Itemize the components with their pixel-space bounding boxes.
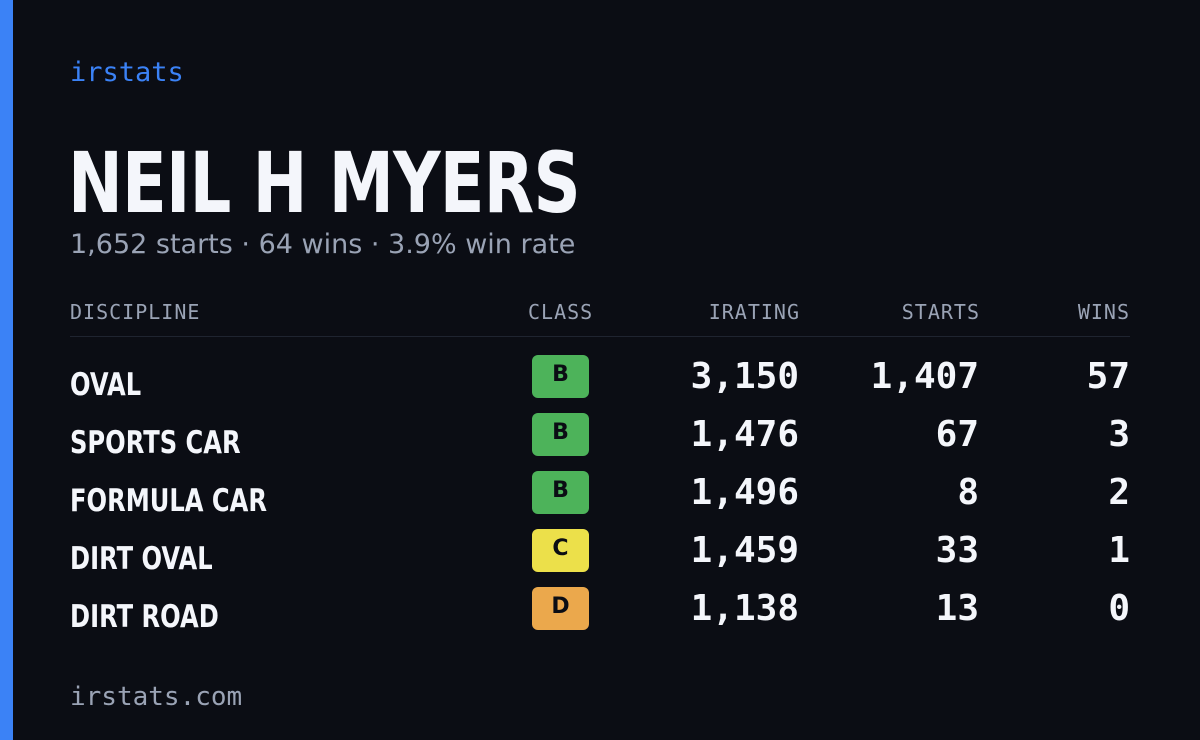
starts-value: 13: [935, 588, 979, 629]
brand-logo: irstats: [70, 57, 184, 88]
stats-table: DISCIPLINE CLASS IRATING STARTS WINS OVA…: [70, 296, 1130, 643]
irating-value: 1,138: [690, 588, 799, 629]
table-row: DIRT ROAD D 1,138 13 0: [70, 585, 1130, 643]
irating-value: 3,150: [690, 356, 799, 397]
class-badge: B: [532, 471, 589, 514]
class-badge: D: [532, 587, 589, 630]
discipline-name: DIRT ROAD: [70, 599, 219, 635]
wins-value: 0: [1108, 588, 1130, 629]
header-discipline: DISCIPLINE: [70, 300, 201, 324]
footer-domain: irstats.com: [70, 682, 243, 712]
wins-value: 3: [1108, 414, 1130, 455]
starts-value: 8: [957, 472, 979, 513]
header-wins: WINS: [1077, 300, 1130, 324]
starts-value: 67: [935, 414, 979, 455]
discipline-name: DIRT OVAL: [70, 541, 213, 577]
table-row: SPORTS CAR B 1,476 67 3: [70, 411, 1130, 469]
wins-value: 57: [1086, 356, 1130, 397]
class-badge: C: [532, 529, 589, 572]
header-irating: IRATING: [708, 300, 800, 324]
driver-name: NEIL H MYERS: [68, 134, 581, 232]
irating-value: 1,459: [690, 530, 799, 571]
discipline-name: FORMULA CAR: [70, 483, 268, 519]
class-badge: B: [532, 413, 589, 456]
wins-value: 2: [1108, 472, 1130, 513]
driver-summary: 1,652 starts · 64 wins · 3.9% win rate: [70, 229, 576, 260]
class-badge: B: [532, 355, 589, 398]
table-row: OVAL B 3,150 1,407 57: [70, 353, 1130, 411]
discipline-name: OVAL: [70, 367, 142, 403]
discipline-name: SPORTS CAR: [70, 425, 241, 461]
table-row: DIRT OVAL C 1,459 33 1: [70, 527, 1130, 585]
accent-bar: [0, 0, 13, 740]
header-starts: STARTS: [901, 300, 980, 324]
table-row: FORMULA CAR B 1,496 8 2: [70, 469, 1130, 527]
irating-value: 1,476: [690, 414, 799, 455]
table-header: DISCIPLINE CLASS IRATING STARTS WINS: [70, 296, 1130, 337]
starts-value: 1,407: [870, 356, 979, 397]
starts-value: 33: [935, 530, 979, 571]
wins-value: 1: [1108, 530, 1130, 571]
table-body: OVAL B 3,150 1,407 57 SPORTS CAR B 1,476…: [70, 353, 1130, 643]
header-class: CLASS: [528, 300, 594, 324]
irating-value: 1,496: [690, 472, 799, 513]
